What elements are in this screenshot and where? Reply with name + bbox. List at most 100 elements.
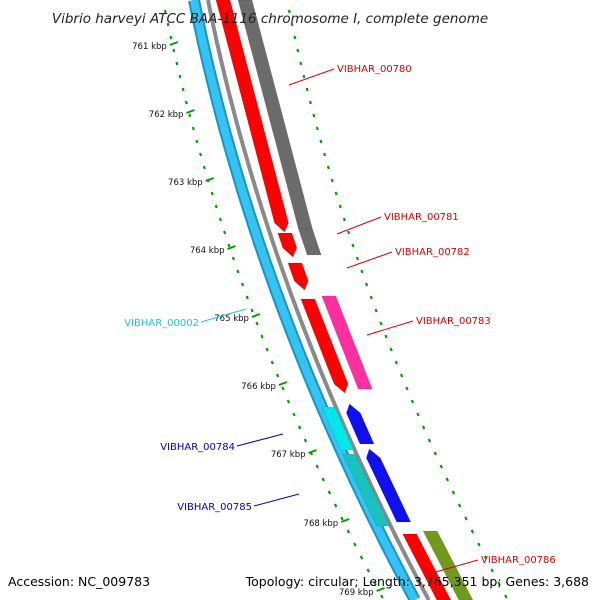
- tick-dot-right: [422, 425, 426, 430]
- cds-block-vibhar-00784: [346, 403, 375, 445]
- tick-dot-left: [298, 425, 302, 430]
- tick-dot-left: [321, 477, 325, 482]
- gene-labels: VIBHAR_00780 VIBHAR_00781 VIBHAR_00782 VIBH…: [124, 64, 556, 574]
- tick-dot-right: [290, 22, 294, 27]
- cds-block-vibhar-00781: [277, 232, 298, 258]
- tick-dot-right: [405, 386, 409, 391]
- tick-dot-right: [416, 412, 420, 417]
- tick-dot-right: [334, 191, 338, 196]
- gene-block-vibhar-00784: [321, 406, 355, 451]
- tick-dot-left: [218, 217, 222, 222]
- backbone-blue-strand: [190, 0, 419, 600]
- kbp-tick-label: 766 kbp: [241, 382, 276, 392]
- tick-dot-right: [464, 516, 468, 521]
- cds-block-vibhar-00782: [287, 262, 309, 291]
- tick-dot-left: [199, 152, 203, 157]
- tick-dot-left: [227, 243, 231, 248]
- tick-dot-right: [477, 542, 481, 547]
- tick-dot-left: [195, 139, 199, 144]
- tick-dot-left: [245, 295, 249, 300]
- tick-dot-right: [312, 113, 316, 118]
- tick-dot-left: [240, 282, 245, 287]
- tick-dot-right: [326, 165, 330, 170]
- kbp-tick-label: 768 kbp: [304, 519, 339, 529]
- kbp-tick-mark: [169, 41, 179, 46]
- tick-dot-left: [265, 347, 269, 352]
- tick-dot-right: [490, 568, 494, 573]
- tick-dot-left: [172, 48, 176, 53]
- tick-dot-left: [202, 165, 206, 170]
- tick-dot-right: [296, 48, 300, 53]
- gene-label-leader: [346, 251, 393, 269]
- gene-label-vibhar-00786[interactable]: VIBHAR_00786: [481, 555, 556, 566]
- tick-dot-left: [286, 399, 291, 404]
- kbp-tick-mark: [205, 177, 215, 182]
- backbone-gray-strand: [206, 0, 431, 600]
- tick-dot-left: [191, 126, 195, 131]
- tick-dots-left: [163, 9, 384, 599]
- tick-dot-right: [379, 321, 383, 326]
- cds-block-vibhar-00780: [215, 0, 289, 233]
- tick-dot-right: [384, 334, 388, 339]
- tick-dot-left: [210, 191, 214, 196]
- tick-dot-right: [433, 451, 437, 456]
- gene-label-leader: [366, 320, 414, 336]
- gene-label-vibhar-00780[interactable]: VIBHAR_00780: [337, 64, 412, 75]
- kbp-tick-mark: [308, 449, 317, 454]
- tick-dot-left: [373, 581, 377, 586]
- backbone: [188, 0, 431, 600]
- tick-dot-right: [347, 230, 351, 235]
- tick-dot-left: [281, 386, 285, 391]
- gene-label-leader: [200, 308, 247, 323]
- tick-dot-right: [323, 152, 327, 157]
- kbp-tick-label: 764 kbp: [190, 246, 225, 256]
- tick-dot-left: [380, 594, 384, 599]
- tick-dot-right: [355, 256, 359, 261]
- gene-label-vibhar-00002[interactable]: VIBHAR_00002: [124, 318, 199, 329]
- tick-dot-left: [250, 308, 254, 313]
- tick-dot-left: [353, 542, 357, 547]
- kbp-tick-mark: [251, 313, 261, 318]
- tick-dot-right: [389, 347, 393, 352]
- tick-dot-left: [340, 516, 344, 521]
- gene-block-vibhar-00781: [298, 228, 322, 256]
- tick-dot-right: [315, 126, 319, 131]
- kbp-tick-label: 769 kbp: [339, 588, 374, 598]
- kbp-tick-label: 761 kbp: [132, 42, 167, 52]
- tick-dot-right: [360, 269, 364, 274]
- tick-dot-left: [188, 113, 192, 118]
- tick-dot-right: [299, 61, 303, 66]
- tick-dot-left: [175, 61, 179, 66]
- tick-dot-left: [214, 204, 218, 209]
- tick-dot-right: [457, 503, 462, 508]
- tick-dot-left: [275, 373, 280, 378]
- tick-dot-right: [330, 178, 334, 183]
- tick-dots-right: [287, 9, 508, 599]
- gene-block-vibhar-00783: [321, 295, 373, 390]
- tick-dot-right: [287, 9, 291, 14]
- gene-label-leader: [336, 216, 382, 235]
- gene-label-vibhar-00785[interactable]: VIBHAR_00785: [177, 502, 252, 513]
- tick-dot-left: [181, 87, 185, 92]
- gene-block-vibhar-00786: [422, 530, 474, 600]
- tick-dot-left: [166, 22, 170, 27]
- tick-dot-right: [305, 87, 309, 92]
- tick-dot-right: [410, 399, 415, 404]
- kbp-tick-label: 762 kbp: [149, 110, 184, 120]
- gene-label-vibhar-00782[interactable]: VIBHAR_00782: [395, 247, 470, 258]
- gene-label-vibhar-00784[interactable]: VIBHAR_00784: [160, 442, 235, 453]
- tick-dot-left: [260, 334, 264, 339]
- tick-dot-right: [302, 74, 306, 79]
- tick-dot-left: [184, 100, 188, 105]
- kbp-tick-mark: [278, 381, 288, 386]
- gene-label-vibhar-00781[interactable]: VIBHAR_00781: [384, 212, 459, 223]
- tick-dot-right: [497, 581, 501, 586]
- tick-dot-left: [236, 269, 240, 274]
- cds-block-vibhar-00786: [402, 533, 452, 600]
- tick-dot-right: [451, 490, 456, 495]
- gene-label-leader: [236, 433, 284, 447]
- tick-dot-left: [178, 74, 182, 79]
- gene-label-vibhar-00783[interactable]: VIBHAR_00783: [416, 316, 491, 327]
- tick-dot-left: [270, 360, 274, 365]
- cds-block-vibhar-00783: [300, 298, 349, 394]
